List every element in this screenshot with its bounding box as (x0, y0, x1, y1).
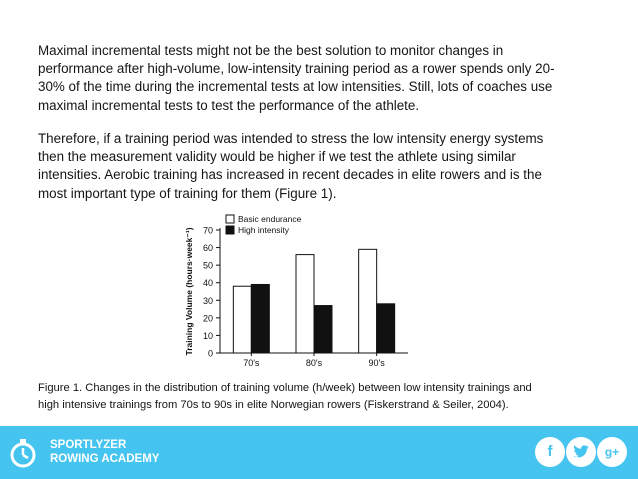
bar-basic-endurance (232, 285, 252, 354)
brand-line-2: ROWING ACADEMY (50, 453, 160, 465)
legend-label: Basic endurance (238, 214, 302, 224)
text-line: maximal incremental tests to test the pe… (38, 97, 420, 113)
text-line: then the measurement validity would be h… (38, 149, 516, 165)
paragraph-aerobic: Therefore, if a training period was inte… (38, 130, 594, 203)
twitter-bird-icon (573, 445, 589, 458)
y-tick-label: 10 (203, 331, 213, 341)
legend-label: High intensity (238, 225, 290, 235)
legend-swatch (225, 214, 235, 224)
y-tick-label: 50 (203, 261, 213, 271)
paragraph-intro: Maximal incremental tests might not be t… (38, 42, 594, 115)
brand-line-1: SPORTLYZER (50, 439, 127, 451)
footer-bar: SPORTLYZER ROWING ACADEMY f g+ (0, 426, 638, 479)
training-volume-chart: 0 10 20 30 40 50 60 70 Training Volume (hours·we… (184, 214, 408, 368)
figure-1: 0 10 20 30 40 50 60 70 Training Volume (hours·we… (178, 210, 428, 370)
text-line: Therefore, if a training period was inte… (38, 131, 544, 146)
text-line: Maximal incremental tests might not be t… (38, 43, 504, 58)
facebook-icon[interactable]: f (535, 437, 565, 467)
text-line: intensities. Aerobic training has increa… (38, 167, 542, 183)
y-tick-label: 70 (203, 226, 213, 236)
bar-high-intensity (250, 283, 270, 354)
stopwatch-logo-icon (10, 439, 36, 468)
x-tick-label: 90's (369, 358, 386, 368)
bar-basic-endurance (295, 254, 315, 354)
caption-line: Figure 1. Changes in the distribution of… (38, 382, 532, 394)
caption-line: high intensive trainings from 70s to 90s… (38, 399, 509, 411)
twitter-icon[interactable] (566, 437, 596, 467)
y-tick-label: 20 (203, 313, 213, 323)
bar-high-intensity (376, 303, 396, 354)
x-tick-label: 70's (243, 358, 260, 368)
y-tick-label: 0 (208, 349, 213, 359)
y-tick-label: 30 (203, 296, 213, 306)
x-tick-label: 80's (306, 358, 323, 368)
text-line: most important type of training for them… (38, 185, 337, 201)
brand-name: SPORTLYZER ROWING ACADEMY (50, 438, 159, 466)
legend-swatch (225, 225, 235, 235)
text-line: performance after high-volume, low-inten… (38, 61, 555, 77)
y-tick-label: 60 (203, 243, 213, 253)
bar-basic-endurance (358, 248, 378, 354)
google-plus-icon[interactable]: g+ (597, 437, 627, 467)
y-axis-label: Training Volume (hours·week⁻¹) (184, 227, 194, 355)
figure-caption: Figure 1. Changes in the distribution of… (38, 380, 608, 414)
y-tick-label: 40 (203, 278, 213, 288)
bar-high-intensity (313, 305, 333, 354)
text-line: 30% of the time during the incremental t… (38, 79, 553, 95)
